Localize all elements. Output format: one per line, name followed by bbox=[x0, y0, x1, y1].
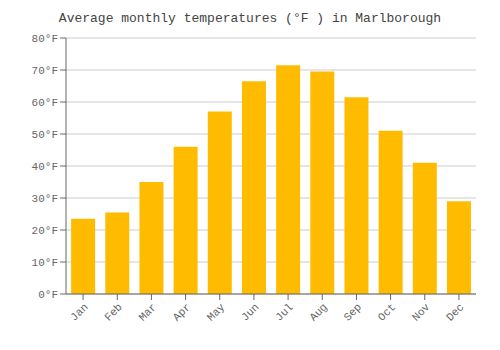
svg-text:Aug: Aug bbox=[307, 301, 329, 323]
svg-text:80°F: 80°F bbox=[32, 33, 58, 45]
svg-text:Jan: Jan bbox=[68, 301, 90, 323]
svg-text:30°F: 30°F bbox=[32, 193, 58, 205]
html-text:Average monthly temperatures (: Average monthly temperatures (°F ) in Ma… bbox=[58, 11, 442, 26]
svg-text:70°F: 70°F bbox=[32, 65, 58, 77]
svg-text:20°F: 20°F bbox=[32, 225, 58, 237]
svg-text:Jul: Jul bbox=[273, 301, 295, 323]
svg-text:0°F: 0°F bbox=[38, 289, 58, 301]
svg-text:60°F: 60°F bbox=[32, 97, 58, 109]
svg-text:Mar: Mar bbox=[137, 301, 159, 323]
svg-text:Apr: Apr bbox=[171, 301, 193, 323]
svg-text:10°F: 10°F bbox=[32, 257, 58, 269]
svg-text:Nov: Nov bbox=[410, 301, 433, 324]
svg-text:50°F: 50°F bbox=[32, 129, 58, 141]
svg-text:Feb: Feb bbox=[102, 301, 124, 323]
svg-text:Oct: Oct bbox=[376, 301, 398, 323]
svg-text:Jun: Jun bbox=[239, 301, 261, 323]
svg-text:May: May bbox=[205, 301, 228, 324]
svg-text:Sep: Sep bbox=[342, 301, 364, 323]
svg-text:Dec: Dec bbox=[444, 301, 466, 323]
svg-text:40°F: 40°F bbox=[32, 161, 58, 173]
